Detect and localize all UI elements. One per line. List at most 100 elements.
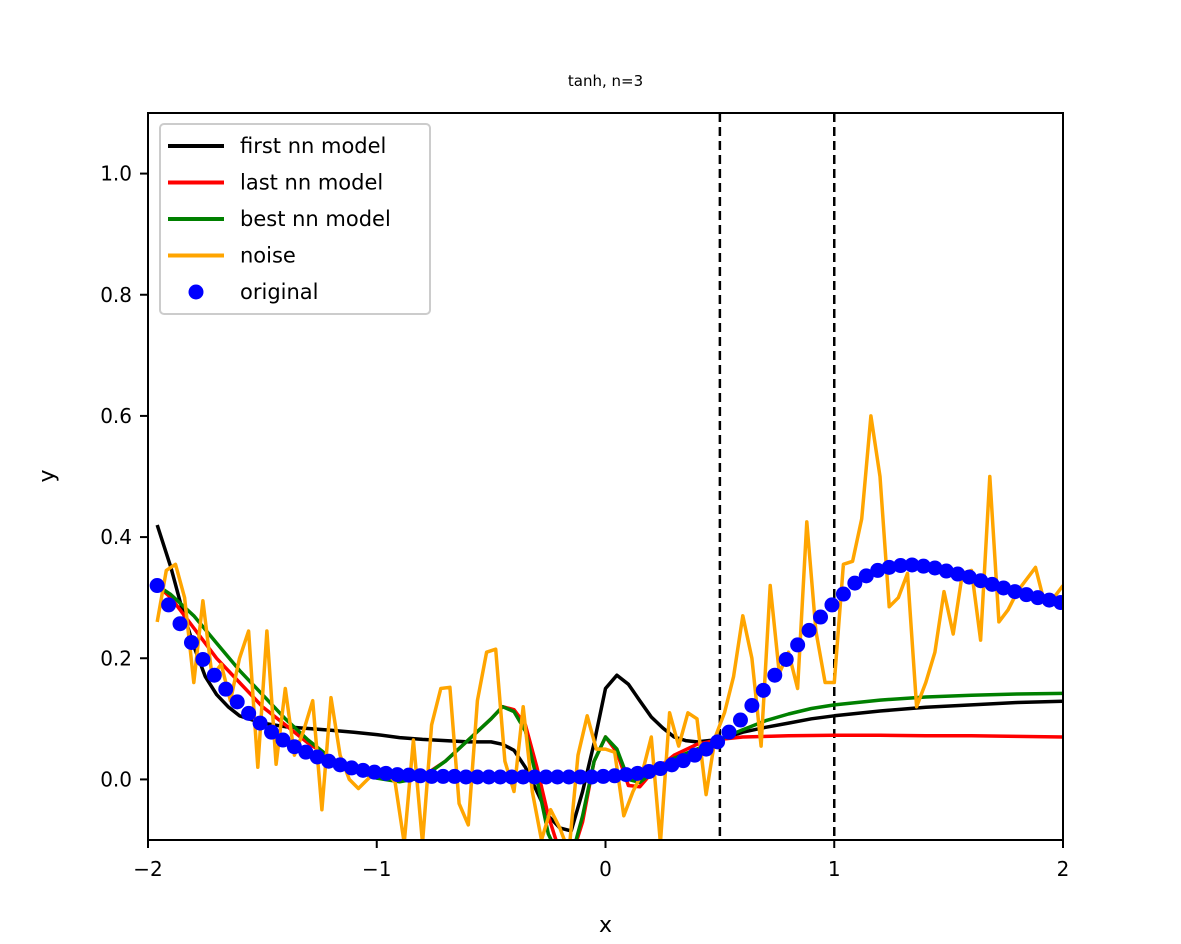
legend-label-best-nn-model: best nn model — [240, 207, 391, 231]
original-point-53 — [755, 682, 771, 698]
y-tick-label-0: 0.0 — [100, 767, 132, 791]
original-point-34 — [538, 769, 554, 785]
legend-box — [159, 123, 431, 315]
original-point-36 — [561, 769, 577, 785]
original-point-60 — [835, 586, 851, 602]
original-point-11 — [275, 732, 291, 748]
original-point-4 — [195, 651, 211, 667]
original-point-73 — [984, 576, 1000, 592]
original-point-9 — [252, 715, 268, 731]
y-axis: 0.0 0.2 0.4 0.6 0.8 1.0 — [100, 162, 148, 791]
original-point-0 — [149, 578, 165, 594]
legend-label-last-nn-model: last nn model — [240, 171, 383, 195]
original-point-49 — [710, 734, 726, 750]
original-point-42 — [630, 765, 646, 781]
y-tick-label-3: 0.6 — [100, 404, 132, 428]
original-point-66 — [904, 557, 920, 573]
original-point-28 — [469, 769, 485, 785]
original-point-78 — [1041, 592, 1057, 608]
plot-area — [149, 113, 1063, 840]
original-point-20 — [378, 765, 394, 781]
x-tick-label-4: 2 — [1057, 857, 1070, 881]
original-point-37 — [572, 769, 588, 785]
original-point-48 — [698, 741, 714, 757]
original-point-21 — [389, 767, 405, 783]
original-point-54 — [767, 667, 783, 683]
original-point-13 — [298, 744, 314, 760]
original-point-17 — [344, 760, 360, 776]
reference-lines — [718, 113, 836, 840]
original-point-62 — [858, 568, 874, 584]
original-point-35 — [549, 769, 565, 785]
original-point-10 — [264, 724, 280, 740]
legend: first nn model last nn model best nn model… — [159, 123, 431, 315]
original-point-29 — [481, 769, 497, 785]
original-point-23 — [412, 768, 428, 784]
original-point-77 — [1030, 590, 1046, 606]
original-point-64 — [881, 559, 897, 575]
original-point-33 — [527, 769, 543, 785]
x-tick-label-1: −1 — [362, 857, 391, 881]
original-point-55 — [778, 651, 794, 667]
original-point-19 — [366, 764, 382, 780]
original-point-58 — [813, 609, 829, 625]
original-point-75 — [1007, 584, 1023, 600]
original-point-59 — [824, 597, 840, 613]
original-point-18 — [355, 762, 371, 778]
original-point-26 — [447, 768, 463, 784]
original-point-31 — [504, 769, 520, 785]
x-tick-label-2: 0 — [599, 857, 612, 881]
series-line-noise — [155, 414, 1063, 840]
original-point-76 — [1018, 587, 1034, 603]
original-point-16 — [332, 757, 348, 773]
original-point-43 — [641, 764, 657, 780]
original-point-40 — [607, 768, 623, 784]
original-point-79 — [1053, 595, 1063, 611]
original-point-67 — [915, 558, 931, 574]
original-point-24 — [424, 768, 440, 784]
legend-label-first-nn-model: first nn model — [240, 134, 386, 158]
original-point-47 — [687, 747, 703, 763]
original-point-27 — [458, 769, 474, 785]
original-point-25 — [435, 768, 451, 784]
x-axis-label: x — [599, 913, 612, 938]
original-point-45 — [664, 757, 680, 773]
x-tick-label-0: −2 — [133, 857, 162, 881]
y-axis-label: y — [35, 469, 60, 482]
original-point-46 — [675, 753, 691, 769]
series-line-last-nn-model — [156, 584, 1063, 840]
original-point-7 — [229, 694, 245, 710]
original-point-51 — [732, 712, 748, 728]
original-point-65 — [893, 558, 909, 574]
original-point-6 — [218, 681, 234, 697]
original-point-30 — [492, 769, 508, 785]
original-point-22 — [401, 767, 417, 783]
original-point-50 — [721, 724, 737, 740]
original-point-61 — [847, 575, 863, 591]
original-point-12 — [286, 739, 302, 755]
original-point-68 — [927, 560, 943, 576]
x-axis: −2 −1 0 1 2 — [133, 840, 1069, 881]
original-point-32 — [515, 769, 531, 785]
legend-label-original: original — [240, 280, 319, 304]
legend-label-noise: noise — [240, 244, 296, 268]
original-point-57 — [801, 622, 817, 638]
series-line-best-nn-model — [156, 584, 1063, 840]
original-point-1 — [161, 597, 177, 613]
original-point-70 — [950, 566, 966, 582]
original-point-69 — [938, 563, 954, 579]
original-point-3 — [183, 634, 199, 650]
original-point-2 — [172, 616, 188, 632]
y-tick-label-1: 0.2 — [100, 646, 132, 670]
original-point-41 — [618, 767, 634, 783]
original-point-52 — [744, 698, 760, 714]
original-point-71 — [961, 569, 977, 585]
y-tick-label-4: 0.8 — [100, 283, 132, 307]
original-point-56 — [790, 637, 806, 653]
y-tick-label-2: 0.4 — [100, 525, 132, 549]
chart-title: tanh, n=3 — [568, 72, 643, 90]
original-point-14 — [309, 749, 325, 765]
original-point-63 — [870, 562, 886, 578]
original-point-8 — [241, 705, 257, 721]
